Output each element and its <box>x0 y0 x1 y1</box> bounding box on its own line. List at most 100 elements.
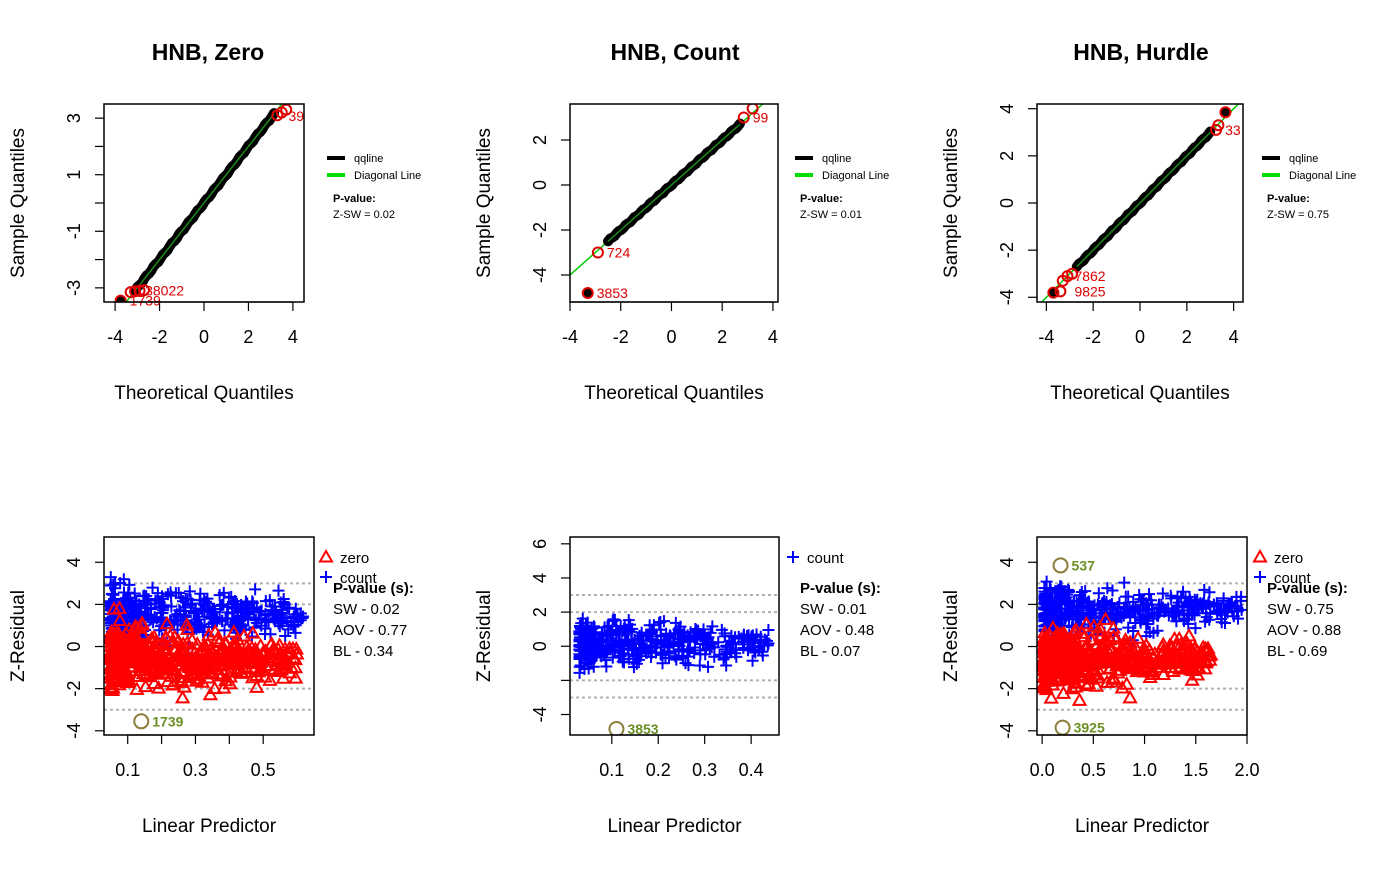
pvalue-line: AOV - 0.88 <box>1267 622 1341 639</box>
zero-point <box>130 646 146 660</box>
x-tick-label: 2 <box>243 327 253 347</box>
y-tick-label: 1 <box>64 170 84 180</box>
outlier-label: 39 <box>288 108 304 124</box>
count-point <box>654 623 667 636</box>
count-point <box>187 607 200 620</box>
zero-point <box>107 635 124 650</box>
y-tick-label: 6 <box>530 539 550 549</box>
x-tick-label: 1.5 <box>1183 760 1208 780</box>
outlier-marker <box>1047 286 1060 299</box>
zero-point <box>287 670 304 684</box>
count-point <box>275 603 288 616</box>
plot-frame <box>569 536 780 736</box>
zero-point <box>226 624 242 638</box>
zero-point <box>138 654 155 669</box>
zero-point <box>107 655 123 670</box>
legend-label: count <box>807 550 845 567</box>
series-count <box>1038 575 1247 659</box>
zero-point <box>275 670 292 684</box>
zero-point <box>1195 639 1211 653</box>
zero-point <box>129 638 145 653</box>
count-point <box>762 623 775 636</box>
outlier-marker <box>608 721 625 735</box>
zero-point <box>262 672 278 686</box>
outlier-label: 3853 <box>627 721 658 737</box>
panel-2: HNB, Count Theoretical Quantiles Sample Qu… <box>474 39 889 404</box>
zero-point <box>132 620 148 634</box>
x-tick-label: -2 <box>1085 327 1101 347</box>
count-point <box>627 661 640 674</box>
zero-point <box>1138 647 1155 661</box>
zero-point <box>194 653 210 668</box>
y-tick-label: 2 <box>64 599 84 609</box>
x-tick-label: -4 <box>1038 327 1054 347</box>
pvalue-line: SW - 0.01 <box>800 601 867 618</box>
zero-point <box>140 645 157 660</box>
count-point <box>1066 602 1079 615</box>
count-point <box>193 594 206 607</box>
y-tick-label: -4 <box>997 723 1017 739</box>
count-point <box>706 620 719 633</box>
zero-point <box>1092 627 1109 642</box>
zero-point <box>1062 670 1078 684</box>
legend-label: qqline <box>1289 153 1318 165</box>
plot-area <box>570 594 779 735</box>
count-point <box>656 657 669 670</box>
zero-point <box>1185 662 1201 677</box>
zero-point <box>121 621 137 636</box>
pvalue-line: AOV - 0.48 <box>800 622 874 639</box>
count-point <box>1127 595 1140 608</box>
outlier-label: 3853 <box>597 285 628 301</box>
count-point <box>1202 596 1215 609</box>
plot-area <box>1040 104 1240 302</box>
x-axis-label: Theoretical Quantiles <box>114 383 294 404</box>
chart-title: HNB, Zero <box>152 39 264 65</box>
y-tick-label: -4 <box>530 267 550 283</box>
count-point <box>700 635 713 648</box>
chart-title: HNB, Count <box>610 39 739 65</box>
count-point <box>693 659 706 672</box>
count-point <box>608 613 621 626</box>
x-tick-label: -2 <box>152 327 168 347</box>
zero-point <box>1158 654 1174 669</box>
x-axis-label: Theoretical Quantiles <box>1050 383 1230 404</box>
pvalue-line: Z-SW = 0.75 <box>1267 209 1329 221</box>
count-point <box>280 615 293 628</box>
count-point <box>670 653 683 666</box>
count-point <box>200 595 213 608</box>
zero-point <box>259 657 275 672</box>
count-point <box>625 633 638 646</box>
x-tick-label: 0.1 <box>115 760 140 780</box>
zero-point <box>120 671 136 685</box>
zero-point <box>1155 666 1172 680</box>
x-tick-label: 2 <box>717 327 727 347</box>
outlier-label: 3925 <box>1074 720 1105 736</box>
count-point <box>1093 604 1106 617</box>
x-tick-label: 2 <box>1182 327 1192 347</box>
y-tick-label: -2 <box>64 681 84 697</box>
count-point <box>1176 601 1189 614</box>
x-tick-label: 0.1 <box>599 760 624 780</box>
zero-point <box>1106 628 1122 643</box>
y-tick-label: -2 <box>997 681 1017 697</box>
count-point <box>1118 576 1131 589</box>
legend-label: qqline <box>354 153 383 165</box>
zero-point <box>152 644 169 658</box>
y-tick-label: -4 <box>997 289 1017 305</box>
plot-frame <box>103 536 315 736</box>
series-zero <box>1037 611 1219 706</box>
zero-point <box>215 655 231 670</box>
count-point <box>222 591 235 604</box>
count-point <box>616 625 629 638</box>
count-point <box>282 623 295 636</box>
x-tick-label: 0.5 <box>1081 760 1106 780</box>
zero-point <box>236 627 252 642</box>
outlier-marker <box>1210 123 1223 136</box>
zero-point <box>171 669 188 684</box>
panel-5: Linear Predictor Z-Residual 0.1 0.2 0.3 0.4 -4… <box>474 536 881 837</box>
count-point <box>669 616 682 629</box>
y-tick-label: -1 <box>64 223 84 239</box>
zero-point <box>179 617 195 631</box>
plot-frame <box>1036 103 1244 303</box>
